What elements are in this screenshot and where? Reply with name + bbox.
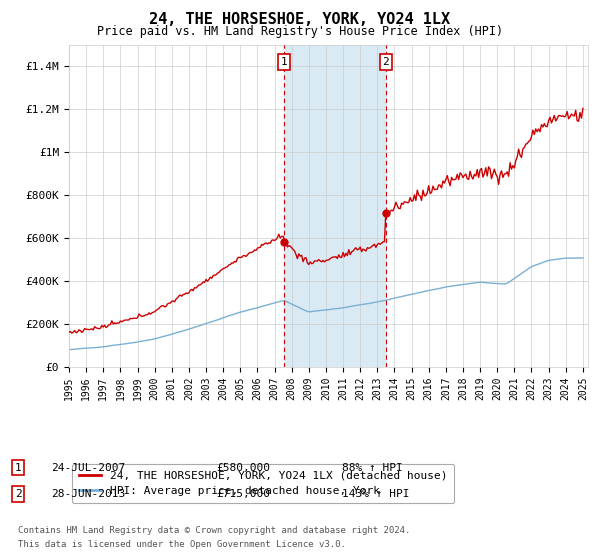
Bar	[284, 45, 386, 367]
Text: Price paid vs. HM Land Registry's House Price Index (HPI): Price paid vs. HM Land Registry's House …	[97, 25, 503, 38]
Text: Contains HM Land Registry data © Crown copyright and database right 2024.: Contains HM Land Registry data © Crown c…	[18, 526, 410, 535]
Text: This data is licensed under the Open Government Licence v3.0.: This data is licensed under the Open Gov…	[18, 540, 346, 549]
Text: £580,000: £580,000	[216, 463, 270, 473]
Text: 88% ↑ HPI: 88% ↑ HPI	[342, 463, 403, 473]
Text: 1: 1	[281, 57, 287, 67]
Text: 2: 2	[382, 57, 389, 67]
Text: 2: 2	[14, 489, 22, 499]
Text: 24, THE HORSESHOE, YORK, YO24 1LX: 24, THE HORSESHOE, YORK, YO24 1LX	[149, 12, 451, 27]
Legend: 24, THE HORSESHOE, YORK, YO24 1LX (detached house), HPI: Average price, detached: 24, THE HORSESHOE, YORK, YO24 1LX (detac…	[72, 464, 454, 503]
Text: 28-JUN-2013: 28-JUN-2013	[51, 489, 125, 499]
Text: 1: 1	[14, 463, 22, 473]
Text: 24-JUL-2007: 24-JUL-2007	[51, 463, 125, 473]
Text: £715,000: £715,000	[216, 489, 270, 499]
Text: 143% ↑ HPI: 143% ↑ HPI	[342, 489, 409, 499]
